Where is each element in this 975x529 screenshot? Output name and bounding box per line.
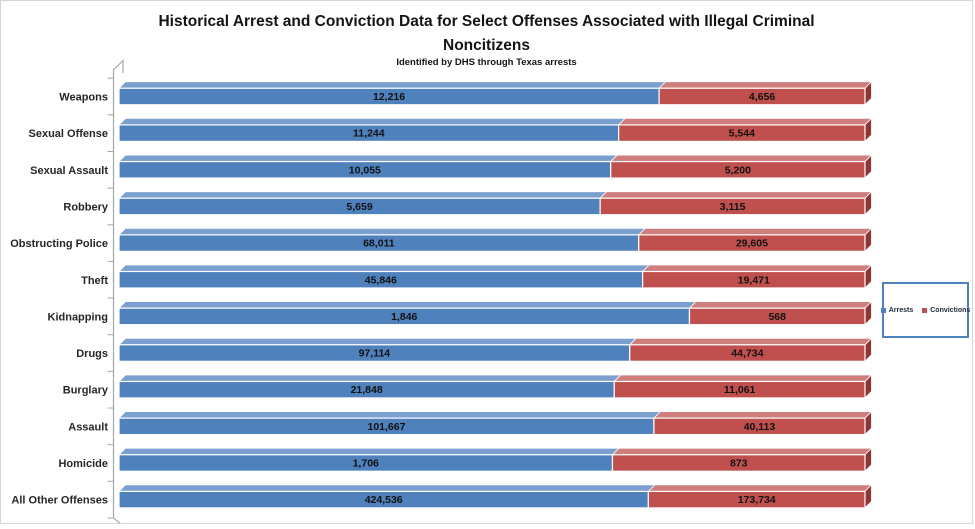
category-label: Theft (81, 275, 108, 287)
convictions-bar-segment (658, 87, 866, 106)
legend-item-convictions: Convictions (922, 307, 970, 314)
convictions-value-label: 5,200 (725, 164, 751, 176)
convictions-bar-segment (688, 307, 866, 326)
category-label: Weapons (59, 92, 108, 104)
convictions-bar-segment (618, 124, 866, 143)
convictions-value-label: 3,115 (720, 201, 746, 213)
arrests-bar-top-face (118, 447, 620, 456)
legend-label-arrests: Arrests (888, 306, 914, 314)
convictions-bar-top-face (628, 337, 873, 346)
chart-subtitle: Identified by DHS through Texas arrests (396, 57, 577, 68)
arrests-bar-top-face (118, 411, 662, 419)
category-label: Sexual Assault (30, 165, 108, 177)
convictions-bar-top-face (652, 411, 873, 419)
arrests-swatch-icon (880, 307, 886, 313)
bar-row: 10,055 5,200 Sexual Assault (30, 154, 873, 180)
category-label: Robbery (63, 201, 109, 213)
convictions-value-label: 29,605 (736, 238, 768, 250)
convictions-value-label: 4,656 (749, 91, 775, 103)
convictions-bar-top-face (688, 301, 873, 309)
arrests-value-label: 68,011 (363, 238, 395, 250)
legend-label-convictions: Convictions (930, 306, 971, 314)
convictions-bar-top-face (609, 154, 873, 162)
arrests-value-label: 5,659 (346, 201, 372, 213)
bar-row: 68,011 29,605 Obstructing Police (10, 227, 873, 253)
convictions-bar-segment (613, 380, 866, 399)
bar-row: 21,848 11,061 Burglary (63, 373, 873, 399)
arrests-bar-top-face (118, 264, 651, 272)
category-label: Obstructing Police (10, 238, 108, 250)
category-label: Homicide (58, 458, 108, 470)
convictions-value-label: 11,061 (724, 384, 756, 396)
convictions-bar-segment (599, 197, 866, 216)
bar-row: 97,114 44,734 Drugs (76, 337, 873, 363)
arrests-value-label: 97,114 (359, 348, 391, 360)
arrests-bar-top-face (118, 337, 638, 346)
bar-row: 5,659 3,115 Robbery (63, 190, 873, 216)
convictions-bar-segment (653, 417, 866, 436)
convictions-bar-segment (638, 234, 866, 252)
category-label: All Other Offenses (11, 495, 108, 507)
chart-title-line1: Historical Arrest and Conviction Data fo… (158, 13, 815, 30)
arrests-bar-top-face (118, 227, 647, 236)
convictions-bar-top-face (641, 264, 873, 272)
legend: Arrests Convictions (880, 282, 970, 338)
arrests-value-label: 101,667 (367, 421, 405, 433)
legend-item-arrests: Arrests (880, 306, 914, 314)
category-label: Sexual Offense (29, 128, 108, 140)
arrests-value-label: 424,536 (365, 494, 403, 506)
category-label: Drugs (76, 348, 108, 360)
bar-row: 45,846 19,471 Theft (81, 264, 873, 289)
arrests-bar-top-face (118, 81, 667, 89)
bar-row: 424,536 173,734 All Other Offenses (11, 483, 873, 509)
bar-row: 12,216 4,656 Weapons (59, 80, 873, 106)
arrests-value-label: 21,848 (351, 384, 383, 396)
bar-row: 1,846 568 Kidnapping (48, 300, 873, 326)
bar-row: 11,244 5,544 Sexual Offense (29, 117, 873, 143)
convictions-value-label: 5,544 (729, 128, 755, 140)
convictions-bar-top-face (599, 191, 873, 199)
arrests-value-label: 10,055 (349, 164, 381, 176)
convictions-value-label: 19,471 (738, 274, 770, 286)
convictions-value-label: 568 (768, 311, 786, 323)
arrests-value-label: 11,244 (353, 128, 385, 140)
arrests-value-label: 45,846 (365, 274, 397, 286)
arrests-value-label: 1,706 (353, 458, 379, 470)
convictions-bar-top-face (658, 81, 873, 89)
arrests-bar-top-face (118, 191, 608, 199)
arrests-value-label: 1,846 (391, 311, 417, 323)
axis-floor-edge (113, 517, 121, 523)
category-label: Kidnapping (48, 311, 109, 323)
arrests-bar-top-face (118, 374, 622, 382)
category-label: Assault (68, 421, 108, 433)
arrests-bar-top-face (118, 118, 627, 126)
convictions-bar-top-face (613, 374, 873, 382)
bar-row: 101,667 40,113 Assault (68, 410, 873, 436)
arrests-bar-top-face (118, 301, 697, 309)
convictions-value-label: 44,734 (731, 348, 763, 360)
convictions-bar-segment (647, 490, 866, 509)
convictions-bar-top-face (611, 447, 873, 456)
chart-title-line2: Noncitizens (443, 37, 530, 54)
bar-row: 1,706 873 Homicide (58, 447, 873, 473)
convictions-bar-segment (611, 454, 866, 472)
convictions-swatch-icon (922, 307, 928, 313)
y-axis-line (112, 59, 124, 518)
convictions-value-label: 173,734 (738, 494, 776, 506)
convictions-bar-segment (610, 160, 866, 179)
convictions-bar-top-face (617, 118, 873, 126)
arrests-value-label: 12,216 (373, 91, 405, 103)
convictions-value-label: 873 (730, 458, 748, 470)
convictions-value-label: 40,113 (744, 421, 776, 433)
arrests-bar-top-face (118, 484, 656, 492)
arrests-bar-top-face (118, 154, 619, 162)
convictions-bar-segment (629, 344, 866, 362)
convictions-bar-top-face (647, 484, 873, 492)
convictions-bar-top-face (637, 227, 873, 236)
category-label: Burglary (63, 385, 109, 397)
convictions-bar-segment (642, 270, 866, 289)
chart-title: Historical Arrest and Conviction Data fo… (77, 10, 897, 58)
